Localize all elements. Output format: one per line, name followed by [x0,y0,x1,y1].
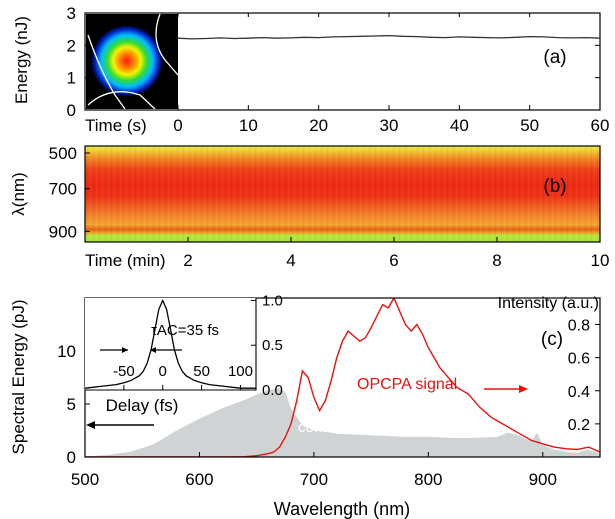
continuum-label: continuum [298,419,367,436]
inset-ytick-label: 0.0 [262,382,283,399]
panel-b-ytick-label: 500 [49,144,77,163]
panel-c-xtick-label: 500 [71,470,99,489]
panel-a-ytick-label: 2 [67,36,76,55]
panel-b-ytick-label: 700 [49,180,77,199]
panel-b-label: (b) [543,176,566,197]
continuum-area [85,388,600,457]
fwhm-arrows [100,347,182,353]
inset-xtick-label: -50 [113,363,135,380]
panel-c-xtick-label: 600 [185,470,213,489]
panel-c-label: (c) [541,329,563,350]
panel-a-xlabel: Time (s) [85,116,147,135]
panel-c-y2tick-label: 0.2 [568,417,590,434]
panel-c-ytick-label: 5 [67,395,76,414]
autocorrelation-inset: -50 0 50 100 0.0 0.5 1.0 τAC=35 fs Delay (fs) [84,292,283,415]
inset-ytick-label: 0.5 [262,337,283,354]
opcpa-signal-line [85,298,600,457]
inset-xtick-label: 100 [228,363,253,380]
panel-b-xtick-label: 10 [591,251,610,270]
panel-a-xtick-label: 0 [173,116,182,135]
panel-a-ytick-label: 0 [67,101,76,120]
panel-a-xtick-label: 30 [380,116,399,135]
panel-a-ylabel: Energy (nJ) [12,16,31,104]
inset-xtick-label: 50 [193,363,210,380]
panel-a-frame [84,12,601,111]
panel-a-xtick-label: 40 [450,116,469,135]
panel-b-spectrogram: 2 4 6 8 10 500 700 900 (b) Time (min) λ(nm) [9,144,609,270]
panel-b-xtick-label: 2 [183,251,192,270]
panel-c-y2tick-label: 0.8 [568,318,590,335]
autocorrelation-line [84,298,256,389]
panel-b-ytick-label: 900 [49,222,77,241]
inset-xtick-label: 0 [159,363,167,380]
panel-c-spectrum: 500 600 700 800 900 0 5 10 0.2 0.4 0.6 0.8 -50 0 50 10… [9,292,601,519]
autocorrelation-annotation: τAC=35 fs [151,322,219,339]
panel-a-xtick-label: 20 [309,116,328,135]
panel-a-energy-trace: 0 10 20 30 40 50 60 0 1 2 3 (a) Time (s) Energy (n… [12,4,609,135]
panel-b-xtick-label: 8 [492,251,501,270]
panel-c-y2tick-label: 0.6 [568,351,590,368]
panel-b-xtick-label: 4 [286,251,295,270]
panel-c-xtick-label: 700 [300,470,328,489]
panel-b-xlabel: Time (min) [85,251,166,270]
panel-c-xtick-label: 800 [414,470,442,489]
panel-c-xlabel: Wavelength (nm) [274,499,410,519]
opcpa-signal-label: OPCPA signal [357,376,457,393]
panel-c-ytick-label: 10 [57,342,76,361]
panel-a-xtick-label: 50 [520,116,539,135]
panel-a-xtick-label: 60 [591,116,610,135]
energy-trace-line [177,34,601,40]
panel-b-xtick-label: 6 [389,251,398,270]
panel-a-ytick-label: 3 [67,4,76,23]
panel-c-ytick-label: 0 [67,448,76,467]
panel-a-xtick-label: 10 [239,116,258,135]
panel-b-frame [84,145,601,243]
beam-profile-inset [86,13,179,110]
panel-c-y2label: Intensity (a.u.) [498,295,599,312]
inset-ytick-label: 1.0 [262,292,283,309]
inset-xlabel: Delay (fs) [106,396,179,415]
legend-arrows [86,385,528,429]
panel-a-label: (a) [543,47,566,68]
panel-c-y2tick-label: 0.4 [568,384,590,401]
panel-c-xtick-label: 900 [529,470,557,489]
panel-b-ylabel: λ(nm) [9,172,28,215]
panel-a-ytick-label: 1 [67,69,76,88]
panel-c-ylabel: Spectral Energy (pJ) [9,300,28,455]
